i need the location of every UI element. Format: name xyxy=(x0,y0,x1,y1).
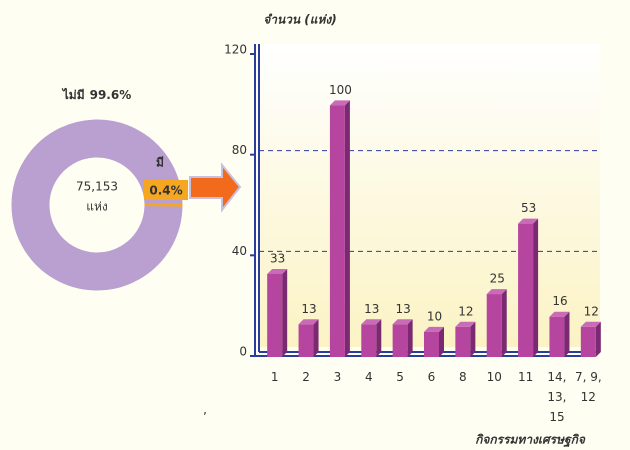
x-axis-label: กิจกรรมทางเศรษฐกิจ xyxy=(475,433,586,448)
x-tick-label: 8 xyxy=(459,370,467,384)
bar xyxy=(267,273,283,357)
bar-side xyxy=(439,326,444,357)
arrow xyxy=(189,162,242,213)
data-label: 12 xyxy=(584,304,599,318)
bar-side xyxy=(282,268,288,357)
bar xyxy=(549,316,565,357)
bar-top xyxy=(267,268,288,274)
x-tick-label: 3 xyxy=(333,370,342,384)
data-label: 100 xyxy=(329,83,352,97)
plot-area xyxy=(259,44,600,347)
data-label: 13 xyxy=(364,302,379,316)
data-label: 13 xyxy=(395,302,410,316)
bar-top xyxy=(486,289,507,295)
center-text: แห่ง xyxy=(86,200,108,214)
bar-side xyxy=(533,218,539,357)
bar-top xyxy=(549,311,570,317)
bar-top xyxy=(361,319,382,325)
bar-side xyxy=(564,311,570,357)
y-tick-label: 0 xyxy=(239,345,247,359)
bar-top xyxy=(424,326,444,332)
x-tick-label: 14, 13, 15 xyxy=(547,370,567,424)
bar xyxy=(392,324,408,357)
bar xyxy=(298,324,314,357)
y-axis-label: จำนวน (แห่ง) xyxy=(263,13,337,27)
bar xyxy=(361,324,377,357)
bar-top xyxy=(298,319,319,325)
bar-side xyxy=(344,100,350,357)
bar-side xyxy=(470,321,476,357)
bar xyxy=(424,331,439,357)
annotation: , xyxy=(203,403,207,417)
data-label: 33 xyxy=(270,251,285,265)
data-label: 53 xyxy=(521,201,536,215)
x-tick-label: 11 xyxy=(517,370,534,384)
x-tick-label: 5 xyxy=(396,370,404,384)
y-tick-label: 80 xyxy=(232,143,247,157)
x-tick-label: 7, 9, 12 xyxy=(574,370,602,404)
data-label: 10 xyxy=(427,309,442,323)
bar-top xyxy=(329,100,350,106)
slice-label: ไม่มี 99.6% xyxy=(61,87,132,102)
bar xyxy=(329,105,345,357)
center-text: 75,153 xyxy=(76,180,118,194)
x-tick-label: 10 xyxy=(486,370,502,384)
bar xyxy=(486,294,502,357)
bar-side xyxy=(407,319,413,357)
x-tick-label: 1 xyxy=(270,370,279,384)
bar-side xyxy=(595,321,601,357)
data-label: 12 xyxy=(458,304,473,318)
bar-top xyxy=(455,321,476,327)
slice-value: 99.6% xyxy=(90,88,132,102)
data-label: 13 xyxy=(301,302,316,316)
bar-top xyxy=(392,319,413,325)
bar-side xyxy=(313,319,319,357)
x-tick-label: 2 xyxy=(302,370,310,384)
x-tick-label: 4 xyxy=(364,370,373,384)
data-label: 25 xyxy=(490,272,505,286)
bar-top xyxy=(580,321,601,327)
data-label: 16 xyxy=(552,294,567,308)
bar xyxy=(580,326,596,357)
bar xyxy=(455,326,471,357)
slice-label-box xyxy=(144,180,188,200)
bar xyxy=(518,223,534,357)
bar-side xyxy=(501,289,507,357)
slice-name: มี xyxy=(156,156,164,170)
donut-slice xyxy=(11,119,183,291)
bar-top xyxy=(518,218,539,224)
slice-value: 0.4% xyxy=(149,184,182,198)
slice-name: ไม่มี xyxy=(61,87,85,102)
x-tick-label: 6 xyxy=(427,370,436,384)
y-tick-label: 40 xyxy=(232,244,247,258)
donut-slice xyxy=(144,203,183,207)
bar-side xyxy=(376,319,382,357)
y-tick-label: 120 xyxy=(224,43,247,57)
